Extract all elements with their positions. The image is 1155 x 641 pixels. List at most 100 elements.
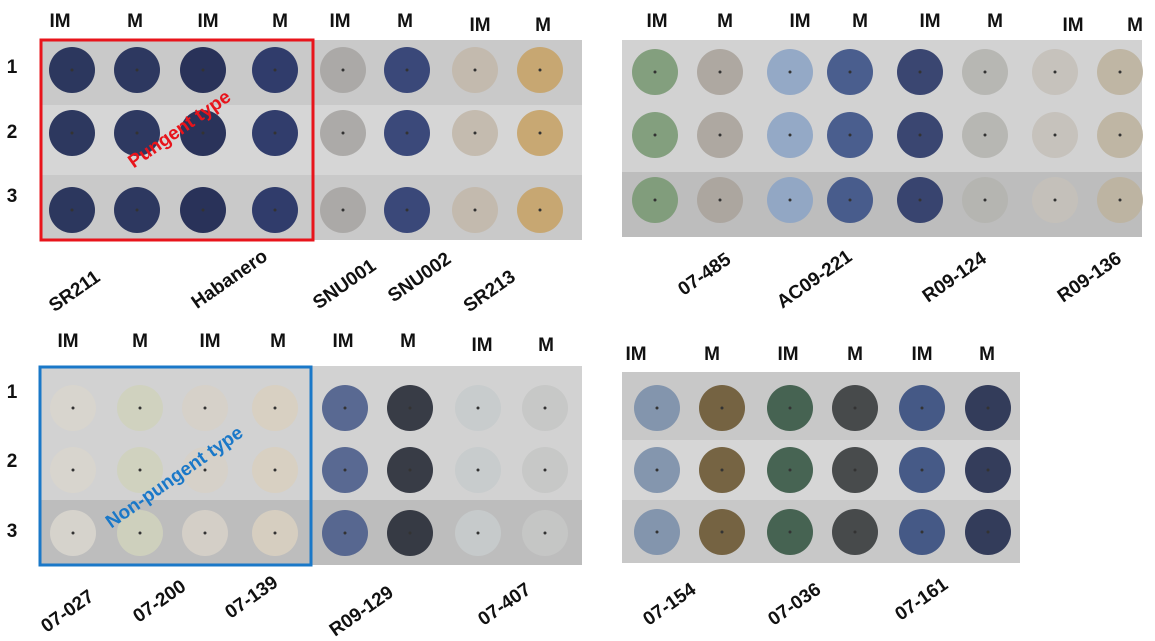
- spot-center: [474, 132, 477, 135]
- spot-center: [984, 71, 987, 74]
- row-label: 1: [7, 382, 18, 403]
- spot-center: [1119, 199, 1122, 202]
- column-header: IM: [911, 344, 932, 365]
- spot-center: [654, 71, 657, 74]
- spot-center: [789, 469, 792, 472]
- spot-center: [656, 531, 659, 534]
- spot-center: [789, 407, 792, 410]
- column-header: IM: [919, 11, 940, 32]
- spot-center: [342, 69, 345, 72]
- column-header: M: [535, 15, 551, 36]
- spot-center: [342, 209, 345, 212]
- spot-center: [539, 69, 542, 72]
- column-header: IM: [197, 11, 218, 32]
- column-header: IM: [469, 15, 490, 36]
- spot-center: [274, 532, 277, 535]
- spot-center: [854, 407, 857, 410]
- spot-center: [854, 531, 857, 534]
- row-label: 2: [7, 122, 18, 143]
- sample-label: Habanero: [188, 246, 272, 313]
- column-header: IM: [199, 331, 220, 352]
- spot-center: [849, 199, 852, 202]
- spot-center: [274, 132, 277, 135]
- column-header: M: [132, 331, 148, 352]
- spot-center: [1054, 71, 1057, 74]
- spot-center: [477, 407, 480, 410]
- row-label: 2: [7, 451, 18, 472]
- spot-center: [274, 407, 277, 410]
- spot-center: [274, 209, 277, 212]
- spot-center: [921, 407, 924, 410]
- sample-label: SNU001: [309, 255, 380, 314]
- spot-center: [656, 469, 659, 472]
- spot-center: [202, 209, 205, 212]
- sample-label: R09-129: [326, 582, 398, 641]
- column-header: M: [400, 331, 416, 352]
- plate-d-band: [622, 440, 1020, 500]
- spot-center: [344, 469, 347, 472]
- spot-center: [544, 469, 547, 472]
- spot-center: [72, 469, 75, 472]
- column-header: M: [852, 11, 868, 32]
- column-header: IM: [329, 11, 350, 32]
- spot-center: [654, 134, 657, 137]
- sample-label: SR211: [45, 266, 104, 316]
- spot-center: [1054, 199, 1057, 202]
- sample-label: 07-139: [221, 572, 282, 623]
- row-label: 3: [7, 521, 18, 542]
- spot-center: [919, 199, 922, 202]
- column-header: M: [127, 11, 143, 32]
- spot-center: [342, 132, 345, 135]
- column-header: M: [704, 344, 720, 365]
- sample-label: SNU002: [384, 248, 455, 306]
- row-label: 1: [7, 57, 18, 78]
- spot-center: [139, 532, 142, 535]
- spot-center: [719, 71, 722, 74]
- spot-center: [921, 469, 924, 472]
- spot-center: [719, 134, 722, 137]
- spot-center: [136, 69, 139, 72]
- column-header: IM: [789, 11, 810, 32]
- spot-center: [139, 469, 142, 472]
- sample-label: R09-136: [1054, 248, 1126, 307]
- sample-label: R09-124: [919, 248, 991, 307]
- spot-center: [789, 71, 792, 74]
- column-header: IM: [49, 11, 70, 32]
- spot-center: [789, 134, 792, 137]
- spot-center: [921, 531, 924, 534]
- column-header: IM: [332, 331, 353, 352]
- spot-center: [474, 209, 477, 212]
- column-header: M: [1127, 15, 1143, 36]
- spot-center: [406, 69, 409, 72]
- spot-center: [849, 71, 852, 74]
- spot-center: [204, 407, 207, 410]
- spot-center: [919, 71, 922, 74]
- spot-center: [987, 407, 990, 410]
- column-header: M: [270, 331, 286, 352]
- spot-center: [539, 209, 542, 212]
- spot-center: [1119, 134, 1122, 137]
- spot-center: [409, 469, 412, 472]
- spot-center: [849, 134, 852, 137]
- spot-center: [72, 532, 75, 535]
- sample-label: 07-027: [37, 586, 98, 637]
- spot-center: [344, 407, 347, 410]
- column-header: M: [397, 11, 413, 32]
- sample-label: 07-154: [639, 579, 700, 630]
- spot-center: [409, 407, 412, 410]
- column-header: IM: [625, 344, 646, 365]
- spot-center: [854, 469, 857, 472]
- column-header: M: [717, 11, 733, 32]
- spot-center: [71, 209, 74, 212]
- spot-center: [72, 407, 75, 410]
- spot-center: [539, 132, 542, 135]
- spot-center: [71, 132, 74, 135]
- spot-center: [406, 209, 409, 212]
- spot-center: [719, 199, 722, 202]
- column-header: IM: [57, 331, 78, 352]
- spot-center: [274, 69, 277, 72]
- spot-center: [202, 69, 205, 72]
- spot-center: [344, 532, 347, 535]
- spot-center: [136, 209, 139, 212]
- spot-center: [406, 132, 409, 135]
